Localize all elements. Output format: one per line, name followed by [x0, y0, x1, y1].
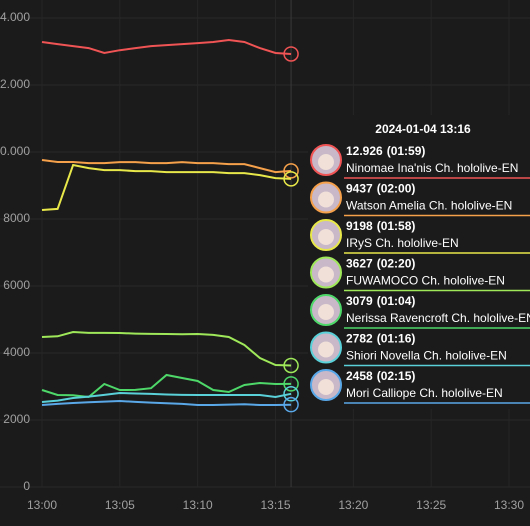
tooltip-value: 2782: [346, 332, 373, 346]
tooltip-bg: [308, 115, 530, 409]
tooltip-name: Shiori Novella Ch. hololive-EN: [346, 349, 507, 363]
tooltip-title: 2024-01-04 13:16: [375, 122, 471, 136]
tooltip-value: 9198: [346, 219, 373, 233]
avatar-face: [318, 304, 334, 320]
tooltip-duration: (02:15): [377, 369, 416, 383]
tooltip-duration: (01:04): [377, 294, 416, 308]
tooltip: 2024-01-04 13:16 12.926 (01:59) Ninomae In…: [308, 115, 530, 409]
hover-point: [283, 396, 299, 413]
y-tick-label: 6000: [3, 278, 30, 292]
tooltip-duration: (02:20): [377, 257, 416, 271]
hover-point: [283, 376, 299, 392]
hover-point: [283, 357, 299, 374]
avatar-face: [318, 379, 334, 395]
series-line: [41, 159, 292, 174]
tooltip-name: Ninomae Ina'nis Ch. hololive-EN: [346, 161, 518, 175]
tooltip-duration: (01:58): [377, 219, 416, 233]
tooltip-value-line: 9198 (01:58): [346, 219, 415, 233]
avatar-face: [318, 341, 334, 358]
lines: [41, 38, 299, 413]
avatar-face: [318, 191, 334, 208]
tooltip-value: 9437: [346, 182, 373, 196]
tooltip-name: Mori Calliope Ch. hololive-EN: [346, 386, 503, 400]
avatar-face: [318, 154, 334, 170]
tooltip-name: Nerissa Ravencroft Ch. hololive-EN: [346, 311, 530, 325]
x-tick-label: 13:15: [260, 498, 290, 512]
tooltip-value-line: 12.926 (01:59): [346, 144, 425, 158]
series-line: [41, 391, 292, 403]
x-tick-label: 13:20: [338, 498, 368, 512]
avatar-face: [318, 229, 334, 245]
hover-point: [283, 386, 299, 402]
x-tick-label: 13:10: [183, 498, 213, 512]
tooltip-duration: (01:59): [387, 144, 426, 158]
series-line: [41, 330, 292, 367]
y-tick-label: 10.000: [0, 144, 30, 158]
tooltip-value: 2458: [346, 369, 373, 383]
hover-point: [283, 171, 299, 187]
hover-point: [283, 163, 299, 179]
tooltip-value-line: 2782 (01:16): [346, 332, 415, 346]
y-tick-label: 8000: [3, 211, 30, 225]
hover-point: [283, 46, 299, 62]
y-tick-label: 4000: [3, 345, 30, 359]
y-tick-label: 2000: [3, 412, 30, 426]
tooltip-value-line: 9437 (02:00): [346, 182, 415, 196]
x-tick-label: 13:30: [494, 498, 524, 512]
tooltip-value: 3079: [346, 294, 373, 308]
tooltip-value-line: 3627 (02:20): [346, 257, 415, 271]
x-tick-label: 13:00: [27, 498, 57, 512]
series-line: [41, 38, 292, 55]
avatar-face: [318, 266, 334, 283]
tooltip-value: 3627: [346, 257, 373, 271]
x-tick-label: 13:05: [105, 498, 135, 512]
tooltip-value-line: 3079 (01:04): [346, 294, 415, 308]
series-line: [41, 163, 292, 211]
y-tick-label: 12.000: [0, 77, 30, 91]
tooltip-value: 12.926: [346, 144, 383, 158]
tooltip-value-line: 2458 (02:15): [346, 369, 415, 383]
y-tick-label: 0: [23, 479, 30, 493]
tooltip-name: Watson Amelia Ch. hololive-EN: [346, 199, 512, 213]
series-line: [41, 399, 292, 406]
tooltip-name: FUWAMOCO Ch. hololive-EN: [346, 274, 505, 288]
tooltip-duration: (02:00): [377, 182, 416, 196]
tooltip-duration: (01:16): [377, 332, 416, 346]
y-tick-label: 14.000: [0, 10, 30, 24]
x-tick-label: 13:25: [416, 498, 446, 512]
tooltip-name: IRyS Ch. hololive-EN: [346, 236, 459, 250]
